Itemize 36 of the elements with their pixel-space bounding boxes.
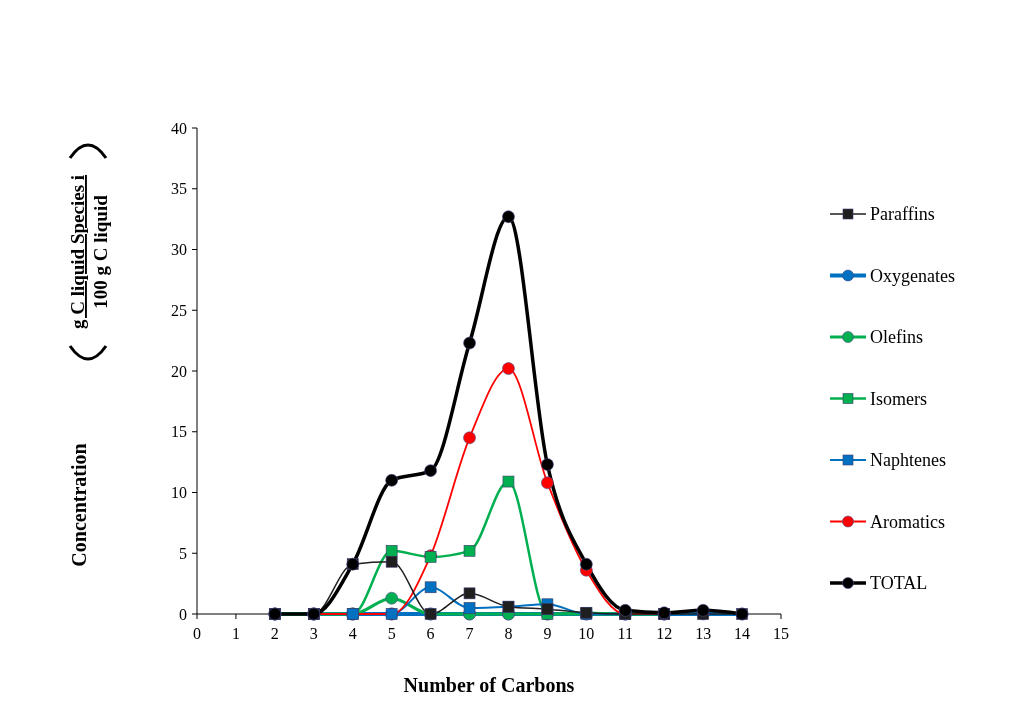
x-tick-label: 0 bbox=[193, 625, 201, 642]
x-tick-label: 13 bbox=[695, 625, 712, 642]
x-tick-label: 11 bbox=[617, 625, 633, 642]
y-tick-label: 40 bbox=[171, 119, 187, 137]
x-tick-label: 8 bbox=[504, 625, 513, 642]
y-tick-label: 0 bbox=[179, 605, 187, 623]
y-axis-title: Concentration bbox=[68, 443, 90, 567]
text: g C liquid Species i bbox=[67, 174, 88, 330]
y-tick-label: 25 bbox=[171, 301, 187, 319]
legend-label: Aromatics bbox=[870, 511, 945, 532]
x-tick-label: 1 bbox=[231, 625, 240, 642]
legend-label: Naphtenes bbox=[870, 450, 946, 471]
x-tick-label: 10 bbox=[578, 625, 595, 642]
x-tick-label: 6 bbox=[426, 625, 435, 642]
x-tick-label: 14 bbox=[734, 625, 751, 642]
x-tick-label: 15 bbox=[773, 625, 789, 642]
legend-label: Olefins bbox=[870, 327, 923, 348]
x-tick-label: 12 bbox=[656, 625, 673, 642]
x-tick-label: 2 bbox=[270, 625, 279, 642]
y-tick-label: 10 bbox=[171, 484, 187, 502]
text: 100 g C liquid bbox=[90, 194, 111, 309]
legend-label: Oxygenates bbox=[870, 265, 955, 286]
x-tick-label: 3 bbox=[309, 625, 318, 642]
legend-label: TOTAL bbox=[870, 573, 928, 594]
legend-label: Isomers bbox=[870, 388, 927, 409]
y-tick-label: 5 bbox=[179, 544, 187, 562]
x-axis-title: Number of Carbons bbox=[403, 674, 575, 696]
x-tick-label: 7 bbox=[465, 625, 474, 642]
y-tick-label: 15 bbox=[171, 423, 187, 441]
y-tick-label: 30 bbox=[171, 241, 187, 259]
x-tick-label: 9 bbox=[543, 625, 552, 642]
x-tick-label: 5 bbox=[387, 625, 396, 642]
legend-label: Paraffins bbox=[870, 204, 935, 225]
y-tick-label: 20 bbox=[171, 362, 187, 380]
y-tick-label: 35 bbox=[171, 180, 187, 198]
x-tick-label: 4 bbox=[348, 625, 357, 642]
